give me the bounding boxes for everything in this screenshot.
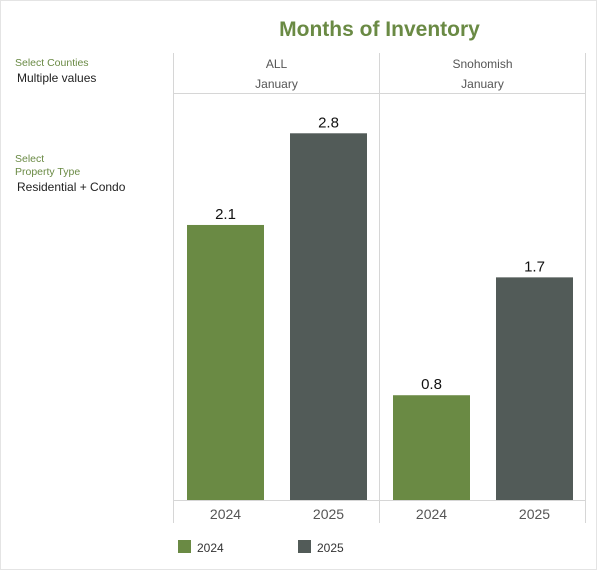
right-border-line (585, 53, 586, 523)
legend-swatch-2024 (178, 540, 191, 553)
panel-all-name: ALL (265, 57, 288, 71)
x-tick-all-2025: 2025 (312, 506, 345, 522)
panel-snohomish-month: January (461, 77, 504, 91)
axis-baseline (173, 500, 585, 501)
bar-snohomish-2025[interactable] (496, 277, 573, 500)
property-type-filter-label-line1: Select (15, 153, 45, 165)
bar-snohomish-2024[interactable] (393, 395, 470, 500)
data-label-snohomish-2025: 1.7 (524, 258, 545, 275)
x-tick-snohomish-2025: 2025 (518, 506, 551, 522)
bar-all-2025[interactable] (290, 133, 367, 500)
data-label-all-2025: 2.8 (318, 114, 339, 131)
panel-divider-line (379, 53, 380, 523)
chart-title: Months of Inventory (279, 18, 480, 41)
bar-all-2024[interactable] (187, 224, 264, 500)
legend-label-2024: 2024 (197, 541, 224, 555)
panel-all-month: January (255, 77, 298, 91)
data-label-all-2024: 2.1 (215, 206, 236, 223)
left-border-line (173, 53, 174, 523)
bar-chart-plot: 2.1 2.8 0.8 1.7 (187, 114, 573, 500)
data-label-snohomish-2024: 0.8 (421, 376, 442, 393)
counties-filter-value[interactable]: Multiple values (17, 71, 97, 85)
x-tick-snohomish-2024: 2024 (415, 506, 448, 522)
property-type-filter-label-line2: Property Type (15, 166, 81, 178)
property-type-filter-value[interactable]: Residential + Condo (17, 180, 126, 194)
legend-swatch-2025 (298, 540, 311, 553)
legend-label-2025: 2025 (317, 541, 344, 555)
panel-snohomish-name: Snohomish (452, 57, 513, 71)
counties-filter-label: Select Counties (15, 57, 89, 69)
x-tick-all-2024: 2024 (209, 506, 242, 522)
header-bottom-line (173, 93, 585, 94)
